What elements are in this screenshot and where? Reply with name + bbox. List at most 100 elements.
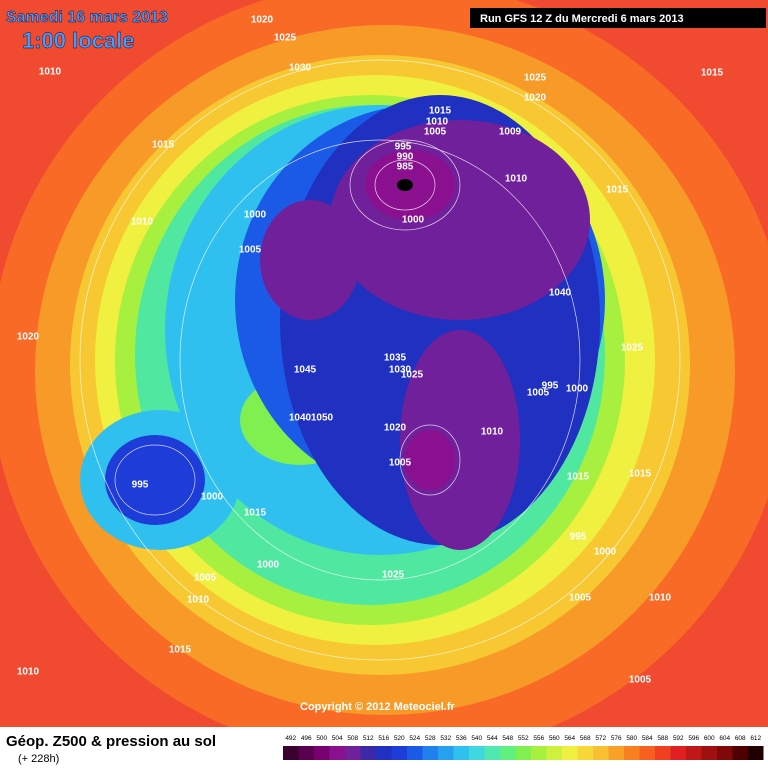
scale-label: 524 <box>409 735 420 742</box>
color-swatch <box>639 746 655 760</box>
scale-label: 576 <box>611 735 622 742</box>
isobar-label: 1050 <box>311 413 334 424</box>
isobar-label: 1030 <box>389 365 412 376</box>
isobar-label: 1000 <box>402 215 425 226</box>
isobar-label: 1015 <box>629 469 652 480</box>
scale-label: 504 <box>332 735 343 742</box>
color-swatch <box>515 746 531 760</box>
scale-label: 516 <box>378 735 389 742</box>
scale-label: 500 <box>316 735 327 742</box>
isobar-label: 1015 <box>567 472 590 483</box>
scale-label: 520 <box>394 735 405 742</box>
scale-label: 532 <box>440 735 451 742</box>
color-swatch <box>407 746 423 760</box>
isobar-label: 1015 <box>701 68 724 79</box>
isobar-label: 995 <box>395 142 412 153</box>
color-swatch <box>531 746 547 760</box>
isobar-label: 1015 <box>606 185 629 196</box>
run-box <box>470 8 766 28</box>
isobar-label: 1015 <box>429 106 452 117</box>
isobar-label: 1020 <box>384 423 407 434</box>
isobar-label: 1005 <box>527 388 550 399</box>
scale-label: 592 <box>673 735 684 742</box>
color-swatch <box>422 746 438 760</box>
scale-label: 556 <box>533 735 544 742</box>
isobar-label: 1045 <box>294 365 317 376</box>
scale-label: 612 <box>750 735 761 742</box>
isobar-label: 1025 <box>382 570 405 581</box>
isobar-label: 1000 <box>594 547 617 558</box>
scale-label: 560 <box>549 735 560 742</box>
footer-lead: (+ 228h) <box>18 753 59 765</box>
color-swatch <box>686 746 702 760</box>
isobar-label: 1010 <box>17 667 40 678</box>
isobar-label: 1025 <box>274 33 297 44</box>
color-swatch <box>624 746 640 760</box>
color-swatch <box>717 746 733 760</box>
isobar-label: 985 <box>397 162 414 173</box>
color-swatch <box>546 746 562 760</box>
isobar-label: 1025 <box>621 343 644 354</box>
isobar-label: 1010 <box>131 217 154 228</box>
isobar-label: 995 <box>132 480 149 491</box>
isobar-label: 1025 <box>401 370 424 381</box>
isobar-label: 1000 <box>201 492 224 503</box>
color-swatch <box>438 746 454 760</box>
scale-label: 528 <box>425 735 436 742</box>
isobar-label: 1010 <box>505 174 528 185</box>
scale-label: 608 <box>735 735 746 742</box>
color-swatch <box>360 746 376 760</box>
scale-label: 544 <box>487 735 498 742</box>
color-swatch <box>608 746 624 760</box>
scale-label: 548 <box>502 735 513 742</box>
isobar-label: 1015 <box>244 508 267 519</box>
isobar-label: 1005 <box>424 127 447 138</box>
scale-label: 604 <box>719 735 730 742</box>
scale-label: 596 <box>688 735 699 742</box>
color-swatch <box>701 746 717 760</box>
scale-label: 568 <box>580 735 591 742</box>
color-swatch <box>329 746 345 760</box>
isobar-label: 1010 <box>187 595 210 606</box>
isobar-label: 1010 <box>649 593 672 604</box>
color-swatch <box>655 746 671 760</box>
header: Samedi 16 mars 2013 1:00 locale Run GFS … <box>6 8 766 53</box>
color-swatch <box>391 746 407 760</box>
scale-label: 580 <box>626 735 637 742</box>
isobar-label: 1000 <box>257 560 280 571</box>
isobar-label: 1000 <box>566 384 589 395</box>
isobar-label: 1025 <box>524 73 547 84</box>
forecast-time: 1:00 locale <box>22 28 135 53</box>
isobar-label: 1005 <box>569 593 592 604</box>
color-swatch <box>732 746 748 760</box>
isobar-label: 1009 <box>499 127 522 138</box>
scale-label: 496 <box>301 735 312 742</box>
isobar-label: 1015 <box>169 645 192 656</box>
color-swatch <box>593 746 609 760</box>
isobar-label: 1020 <box>524 93 547 104</box>
color-swatch <box>345 746 361 760</box>
color-swatch <box>453 746 469 760</box>
isobar-label: 1005 <box>629 675 652 686</box>
color-swatch <box>376 746 392 760</box>
color-swatch <box>500 746 516 760</box>
isobar-label: 1040 <box>289 413 312 424</box>
isobar-label: 1030 <box>289 63 312 74</box>
scale-label: 552 <box>518 735 529 742</box>
scale-label: 540 <box>471 735 482 742</box>
scale-label: 600 <box>704 735 715 742</box>
scale-label: 572 <box>595 735 606 742</box>
color-swatch <box>298 746 314 760</box>
isobar-labels: 1020102510301010101510101000100510201045… <box>17 15 724 686</box>
isobar-label: 1015 <box>152 140 175 151</box>
run-info: Run GFS 12 Z du Mercredi 6 mars 2013 <box>480 13 684 25</box>
color-scale: 492 496 500 504 508 512 516 520 524 528 532 536 540 5… <box>283 735 764 760</box>
color-swatch <box>562 746 578 760</box>
forecast-date: Samedi 16 mars 2013 <box>6 9 168 26</box>
isobar-label: 995 <box>542 381 559 392</box>
scale-label: 564 <box>564 735 575 742</box>
color-swatch <box>670 746 686 760</box>
isobar-label: 1005 <box>389 458 412 469</box>
